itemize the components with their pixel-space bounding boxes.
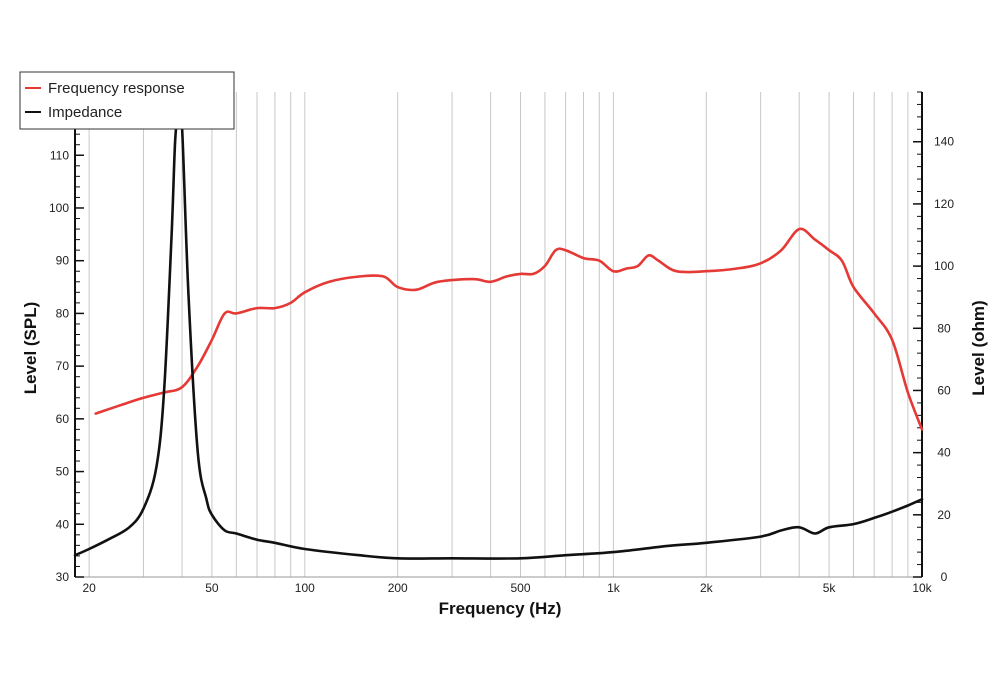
x-axis-title: Frequency (Hz) <box>439 599 562 618</box>
left-y-tick-label: 30 <box>56 570 70 584</box>
grid <box>88 92 923 577</box>
series-impedance-line <box>73 104 924 560</box>
right-axis-title: Level (ohm) <box>969 300 988 395</box>
x-tick-label: 20 <box>82 581 96 595</box>
right-y-tick-label: 0 <box>941 570 948 584</box>
right-y-tick-label: 80 <box>937 321 951 335</box>
legend: Frequency response Impedance <box>19 71 235 130</box>
left-y-tick-label: 110 <box>50 148 69 162</box>
series-frequency-response-line <box>94 227 924 431</box>
left-y-tick-label: 40 <box>56 517 70 531</box>
x-tick-label: 2k <box>700 581 714 595</box>
left-y-tick-label: 70 <box>56 359 70 373</box>
x-tick-label: 10k <box>912 581 932 595</box>
x-tick-label: 1k <box>607 581 621 595</box>
left-y-tick-label: 80 <box>56 306 70 320</box>
right-y-tick-label: 100 <box>934 259 954 273</box>
ticks: 20 50 100 200 500 1k 2k 5k 10k304050607080901001… <box>49 91 954 595</box>
right-y-tick-label: 40 <box>937 446 951 460</box>
x-tick-label: 200 <box>388 581 408 595</box>
legend-label-frequency-response: Frequency response <box>48 80 185 97</box>
left-axis-title: Level (SPL) <box>21 302 40 395</box>
x-tick-label: 500 <box>510 581 530 595</box>
left-y-tick-label: 90 <box>56 254 70 268</box>
x-tick-label: 100 <box>295 581 315 595</box>
axes <box>74 92 923 578</box>
legend-box <box>19 71 235 130</box>
left-y-tick-label: 50 <box>56 465 70 479</box>
legend-label-impedance: Impedance <box>48 104 122 121</box>
right-y-tick-label: 20 <box>937 508 951 522</box>
series <box>73 104 924 560</box>
x-tick-label: 50 <box>205 581 219 595</box>
right-y-tick-label: 60 <box>937 383 951 397</box>
right-y-tick-label: 140 <box>934 135 954 149</box>
left-y-tick-label: 100 <box>49 201 69 215</box>
right-y-tick-label: 120 <box>934 197 954 211</box>
x-tick-label: 5k <box>823 581 837 595</box>
left-y-tick-label: 60 <box>56 412 70 426</box>
